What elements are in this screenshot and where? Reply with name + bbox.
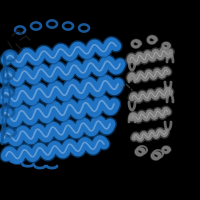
Polygon shape [2,56,10,144]
